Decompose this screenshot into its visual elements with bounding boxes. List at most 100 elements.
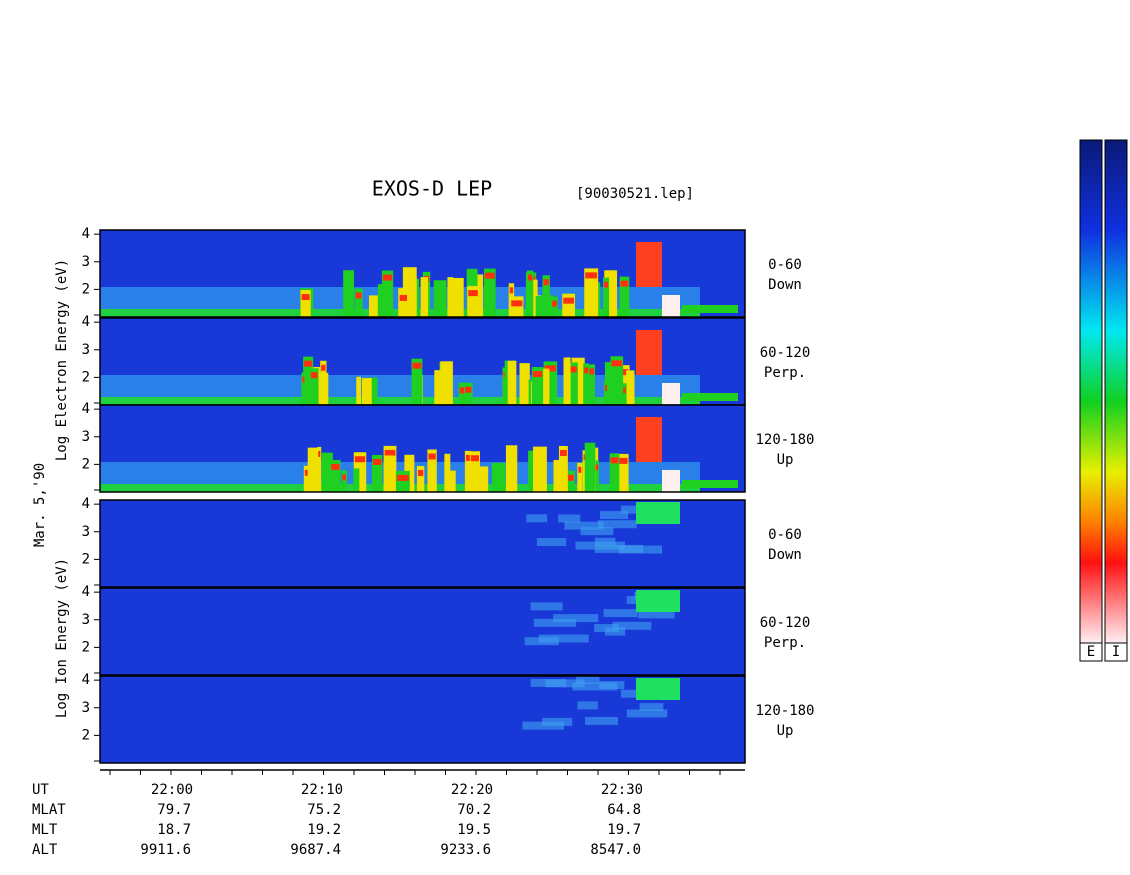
spectrogram-texture [594,624,620,633]
panel-frame [99,675,746,764]
spectrogram-texture [585,716,619,725]
spectrogram-texture [416,465,425,492]
spectrogram-texture [373,458,382,465]
colorbar-label-box [1079,642,1103,662]
y-tick-label: 3 [82,342,90,358]
spectrogram-texture [434,370,444,405]
spectrogram-texture [636,242,662,287]
y-tick-label: 4 [82,672,90,688]
spectrogram-texture [559,449,567,456]
electron-axis-label: Log Electron Energy (eV) [54,259,70,461]
colorbar-label: I [1112,644,1120,660]
spectrogram-texture [563,474,574,481]
spectrogram-texture [465,454,471,461]
y-tick-label: 3 [82,429,90,445]
title: EXOS-D LEP [372,177,492,201]
time-label: 22:20 [451,782,493,798]
spectrogram-texture [399,294,408,301]
spectrogram-texture [578,466,582,473]
spectrogram-texture [577,701,598,710]
spectrogram-texture [467,286,479,317]
spectrogram-texture [538,634,589,643]
spectrogram-texture [594,537,616,546]
panel-frame [99,404,746,493]
spectrogram-texture [617,453,629,492]
spectrogram-texture [301,372,306,405]
spectrogram-texture [619,276,630,317]
row-label: UT [32,782,49,798]
spectrogram-texture [304,360,313,367]
spectrogram-texture [353,468,360,492]
spectrogram-texture [580,527,614,536]
colorbar-label-box [1104,642,1128,662]
spectrogram-texture [491,462,506,492]
spectrogram-texture [396,474,409,481]
spectrogram-texture [577,462,583,492]
spectrogram-texture [321,452,333,492]
spectrogram-texture [427,449,437,492]
spectrogram-texture [604,385,607,392]
spectrogram-texture [459,387,464,394]
spectrogram-texture [366,377,378,405]
spectrogram-texture [519,363,530,405]
spectrogram-texture [459,386,472,393]
panel-label: Perp. [764,365,806,381]
spectrogram-texture [302,376,305,383]
spectrogram-texture [682,305,738,313]
date-label: Mar. 5,'90 [32,463,48,547]
panel-label: 60-120 [760,345,811,361]
spectrogram-texture [603,277,610,317]
spectrogram-texture [355,292,362,299]
y-tick-label: 4 [82,496,90,512]
spectrogram-texture [584,442,596,492]
spectrogram-texture [341,470,348,492]
spectrogram-texture [564,521,604,530]
spectrogram-texture [553,614,599,623]
orbit-value: 9233.6 [440,842,491,858]
y-tick-label: 3 [82,524,90,540]
spectrogram-texture [458,383,465,405]
spectrogram-texture [562,293,576,317]
y-tick-label: 4 [82,314,90,330]
spectrogram-texture [544,365,557,372]
spectrogram-texture [469,451,480,492]
spectrogram-texture [428,453,436,460]
spectrogram-texture [321,364,326,371]
spectrogram-texture [411,358,423,405]
spectrogram-texture [662,470,680,492]
panel-label: Down [768,277,802,293]
spectrogram-texture [527,274,533,281]
spectrogram-texture [584,268,599,317]
spectrogram-texture [612,621,652,630]
spectrogram-texture [309,368,319,405]
spectrogram-texture [301,294,310,301]
y-tick-label: 4 [82,401,90,417]
orbit-value: 18.7 [157,822,191,838]
spectrogram-texture [530,602,563,611]
spectrogram-texture [588,364,596,405]
spectrogram-texture [384,449,396,456]
spectrogram-texture [638,610,675,619]
time-label: 22:10 [301,782,343,798]
y-tick-label: 3 [82,700,90,716]
spectrogram-texture [354,288,363,317]
spectrogram-texture [382,274,393,281]
spectrogram-texture [618,369,629,376]
spectrogram-texture [470,455,479,462]
time-label: 22:00 [151,782,193,798]
spectrogram-texture [395,470,410,492]
spectrogram-texture [484,272,495,279]
y-tick-label: 4 [82,226,90,242]
y-tick-label: 2 [82,281,90,297]
spectrogram-texture [398,290,409,317]
spectrogram-texture [531,367,544,405]
spectrogram-texture [599,511,629,520]
spectrogram-texture [597,520,637,529]
spectrogram-texture [682,480,738,488]
orbit-value: 64.8 [607,802,641,818]
spectrogram-texture [509,287,514,294]
spectrogram-texture [636,417,662,462]
spectrogram-texture [558,514,581,523]
spectrogram-texture [532,371,543,378]
panel-label: 0-60 [768,257,802,273]
